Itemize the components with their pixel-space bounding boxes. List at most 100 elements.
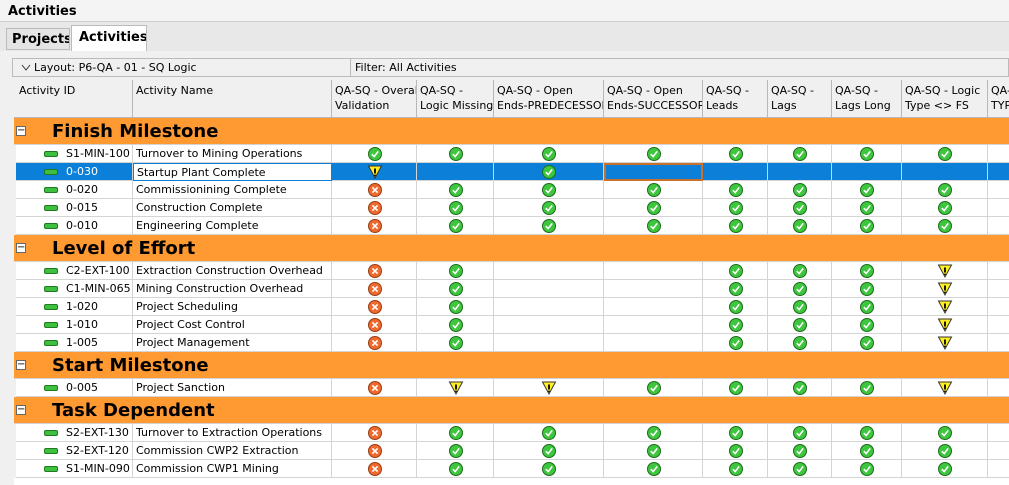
activity-name-cell[interactable]: Turnover to Mining Operations (133, 145, 332, 163)
status-cell[interactable] (988, 334, 1009, 352)
activity-id-cell[interactable]: 0-020 (16, 181, 133, 199)
activity-name-cell[interactable]: Commission CWP2 Extraction (133, 442, 332, 460)
status-cell[interactable] (604, 298, 703, 316)
status-cell[interactable] (494, 316, 604, 334)
status-cell[interactable] (988, 145, 1009, 163)
activity-bar-icon (44, 385, 58, 391)
column-header[interactable]: Activity ID (16, 80, 133, 118)
activity-id-cell[interactable]: S1-MIN-100 (16, 145, 133, 163)
status-cell[interactable] (988, 280, 1009, 298)
row-gutter (14, 316, 16, 334)
status-ok (646, 219, 661, 233)
group-name: Level of Effort (52, 238, 196, 259)
status-cell[interactable] (604, 163, 703, 181)
activity-id-cell[interactable]: 1-005 (16, 334, 133, 352)
activity-name-cell[interactable]: Construction Complete (133, 199, 332, 217)
status-cell[interactable] (988, 379, 1009, 397)
status-ok (542, 219, 556, 233)
column-header[interactable]: QA-SQ - Logic Type <> FS (902, 80, 988, 118)
status-cell[interactable] (988, 442, 1009, 460)
status-cell[interactable] (417, 163, 494, 181)
activity-id-cell[interactable]: C2-EXT-100 (16, 262, 133, 280)
status-cell[interactable] (604, 334, 703, 352)
status-ok (938, 183, 952, 197)
status-warning (937, 300, 953, 315)
collapse-button[interactable]: − (16, 243, 26, 253)
activity-name-cell[interactable]: Mining Construction Overhead (133, 280, 332, 298)
activity-name-cell[interactable]: Engineering Complete (133, 217, 332, 235)
column-header[interactable]: Activity Name (133, 80, 332, 118)
activity-id-cell[interactable]: C1-MIN-065 (16, 280, 133, 298)
activity-id-cell[interactable]: S1-MIN-090 (16, 460, 133, 478)
activity-name-cell[interactable]: Project Cost Control (133, 316, 332, 334)
row-gutter (14, 262, 16, 280)
status-cell[interactable] (902, 163, 988, 181)
activity-name-cell[interactable]: Commissionining Complete (133, 181, 332, 199)
status-ok (938, 201, 952, 215)
activity-id-cell[interactable]: 0-005 (16, 379, 133, 397)
tab-active[interactable]: Activities (71, 25, 147, 51)
status-cell[interactable] (988, 217, 1009, 235)
status-cell[interactable] (604, 262, 703, 280)
tab[interactable]: Projects (6, 28, 70, 50)
status-cell[interactable] (988, 298, 1009, 316)
status-cell[interactable] (988, 181, 1009, 199)
status-ok (793, 183, 807, 197)
activity-name-cell[interactable]: Turnover to Extraction Operations (133, 424, 332, 442)
activity-name-cell[interactable]: Project Scheduling (133, 298, 332, 316)
status-ok (646, 201, 661, 215)
status-ok (860, 201, 874, 215)
filter-label: Filter: All Activities (355, 61, 457, 74)
row-gutter (14, 334, 16, 352)
status-cell[interactable] (703, 163, 768, 181)
status-cell[interactable] (768, 163, 832, 181)
status-cell[interactable] (988, 316, 1009, 334)
status-warning (937, 381, 953, 396)
column-header[interactable]: QA-SQ - Open Ends-SUCCESSOR (604, 80, 703, 118)
column-header[interactable]: QA- TYP (988, 80, 1009, 118)
activity-id-cell[interactable]: 0-015 (16, 199, 133, 217)
collapse-button[interactable]: − (16, 360, 26, 370)
activity-name-cell[interactable]: Project Sanction (133, 379, 332, 397)
collapse-button[interactable]: − (16, 405, 26, 415)
activity-name-cell[interactable]: Commission CWP1 Mining (133, 460, 332, 478)
status-ok (860, 381, 874, 395)
status-cell[interactable] (988, 199, 1009, 217)
activity-bar-icon (44, 187, 58, 193)
activity-name-cell[interactable]: Extraction Construction Overhead (133, 262, 332, 280)
layout-selector[interactable]: Layout: P6-QA - 01 - SQ Logic (34, 61, 197, 74)
status-cell[interactable] (988, 424, 1009, 442)
column-header[interactable]: QA-SQ - Overall Validation (332, 80, 417, 118)
status-error (367, 444, 382, 458)
status-ok (860, 462, 874, 476)
activity-id-cell[interactable]: S2-EXT-130 (16, 424, 133, 442)
column-header[interactable]: QA-SQ - Leads (703, 80, 768, 118)
status-cell[interactable] (988, 460, 1009, 478)
status-ok (860, 336, 874, 350)
status-error (367, 201, 382, 215)
status-cell[interactable] (494, 262, 604, 280)
status-cell[interactable] (494, 280, 604, 298)
status-cell[interactable] (494, 298, 604, 316)
status-cell[interactable] (604, 316, 703, 334)
activity-name-cell[interactable]: Project Management (133, 334, 332, 352)
column-header[interactable]: QA-SQ - Lags (768, 80, 832, 118)
column-header[interactable]: QA-SQ - Logic Missing (417, 80, 494, 118)
activity-id-cell[interactable]: 0-030 (16, 163, 133, 181)
activity-id-cell[interactable]: S2-EXT-120 (16, 442, 133, 460)
status-cell[interactable] (494, 334, 604, 352)
status-cell[interactable] (832, 163, 902, 181)
activity-id-cell[interactable]: 1-020 (16, 298, 133, 316)
activity-id-cell[interactable]: 1-010 (16, 316, 133, 334)
activity-name-cell[interactable]: Startup Plant Complete (133, 163, 332, 181)
activity-id-cell[interactable]: 0-010 (16, 217, 133, 235)
collapse-button[interactable]: − (16, 126, 26, 136)
column-header[interactable]: QA-SQ - Lags Long (832, 80, 902, 118)
row-gutter (14, 181, 16, 199)
status-cell[interactable] (988, 262, 1009, 280)
row-gutter (14, 199, 16, 217)
status-cell[interactable] (988, 163, 1009, 181)
column-header[interactable]: QA-SQ - Open Ends-PREDECESSOR (494, 80, 604, 118)
status-cell[interactable] (604, 280, 703, 298)
status-warning (937, 336, 953, 351)
